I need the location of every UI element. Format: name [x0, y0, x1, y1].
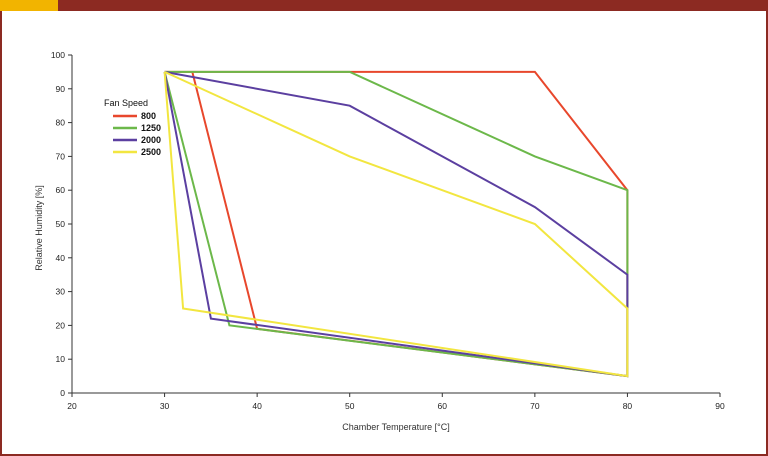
y-tick-label: 60 — [56, 185, 66, 195]
y-tick-label: 20 — [56, 320, 66, 330]
y-tick-label: 0 — [60, 388, 65, 398]
y-tick-label: 90 — [56, 84, 66, 94]
y-tick-label: 30 — [56, 287, 66, 297]
y-tick-label: 80 — [56, 118, 66, 128]
x-tick-label: 30 — [160, 401, 170, 411]
y-tick-label: 10 — [56, 354, 66, 364]
legend-label-2500: 2500 — [141, 147, 161, 157]
legend-label-1250: 1250 — [141, 123, 161, 133]
y-tick-label: 50 — [56, 219, 66, 229]
y-tick-label: 100 — [51, 50, 65, 60]
axes — [71, 55, 720, 394]
series-line-1250 — [163, 70, 629, 378]
x-tick-label: 90 — [715, 401, 725, 411]
legend-title: Fan Speed — [104, 98, 148, 108]
series-lines — [163, 70, 629, 378]
series-line-2500 — [163, 70, 629, 378]
header-badge — [0, 0, 58, 11]
legend: Fan Speed 800 1250 2000 2500 — [104, 98, 161, 157]
x-tick-label: 80 — [623, 401, 633, 411]
ticks: 20 30 40 50 60 70 80 90 0 10 20 30 40 50 60 70 80 90 100 — [51, 50, 725, 411]
y-axis-label: Relative Humidity [%] — [34, 185, 44, 271]
x-tick-label: 50 — [345, 401, 355, 411]
series-line-2000 — [163, 70, 629, 378]
header-bar — [0, 0, 768, 11]
x-axis-label: Chamber Temperature [°C] — [342, 422, 449, 432]
legend-label-2000: 2000 — [141, 135, 161, 145]
x-tick-label: 70 — [530, 401, 540, 411]
x-tick-label: 40 — [252, 401, 262, 411]
legend-label-800: 800 — [141, 111, 156, 121]
y-tick-label: 40 — [56, 253, 66, 263]
x-tick-label: 60 — [438, 401, 448, 411]
y-tick-label: 70 — [56, 151, 66, 161]
x-tick-label: 20 — [67, 401, 77, 411]
